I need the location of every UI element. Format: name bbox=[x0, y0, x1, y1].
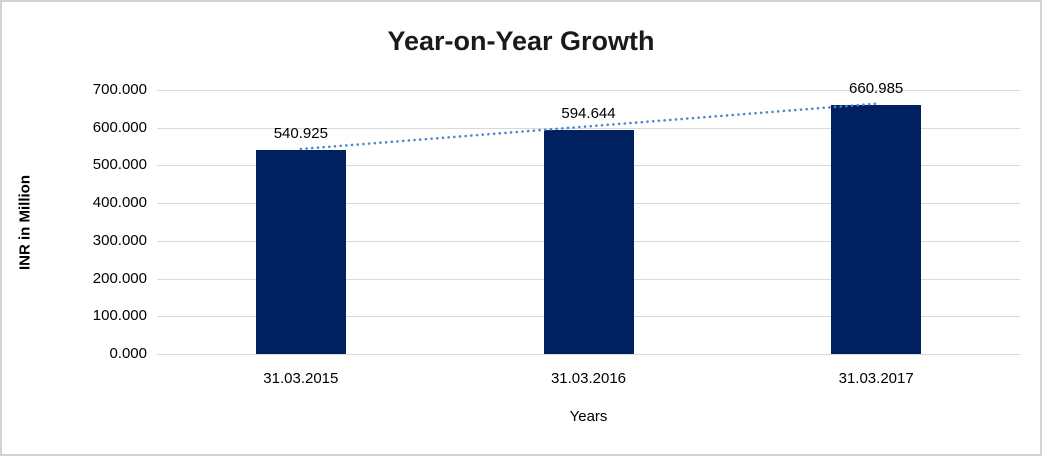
bar-value-label: 540.925 bbox=[273, 125, 328, 142]
bar bbox=[255, 150, 346, 354]
plot-area: 540.925 594.644 660.985 bbox=[157, 80, 1020, 355]
x-axis-title: Years bbox=[569, 408, 608, 425]
y-tick-label: 600.000 bbox=[92, 118, 147, 136]
y-tick-label: 700.000 bbox=[92, 81, 147, 98]
bar bbox=[543, 129, 634, 354]
trendline-segment bbox=[299, 102, 878, 151]
bar-value-label: 660.985 bbox=[849, 79, 904, 97]
gridline bbox=[157, 90, 1020, 91]
y-tick-label: 500.000 bbox=[92, 156, 147, 174]
x-tick-label: 31.03.2015 bbox=[263, 370, 339, 387]
gridline bbox=[157, 354, 1020, 355]
y-tick-label: 0.000 bbox=[109, 345, 147, 362]
y-tick-label: 200.000 bbox=[92, 269, 147, 287]
bar-value-label: 594.644 bbox=[561, 104, 616, 122]
x-tick-label: 31.03.2017 bbox=[838, 370, 914, 387]
trendline bbox=[299, 102, 878, 151]
bar bbox=[831, 104, 922, 354]
y-axis-title: INR in Million bbox=[16, 175, 34, 270]
y-tick-label: 300.000 bbox=[92, 231, 147, 249]
y-tick-label: 400.000 bbox=[92, 194, 147, 212]
x-tick-label: 31.03.2016 bbox=[550, 370, 627, 387]
gridline bbox=[157, 127, 1020, 129]
y-tick-label: 100.000 bbox=[92, 307, 147, 325]
chart-title: Year-on-Year Growth bbox=[387, 26, 655, 56]
